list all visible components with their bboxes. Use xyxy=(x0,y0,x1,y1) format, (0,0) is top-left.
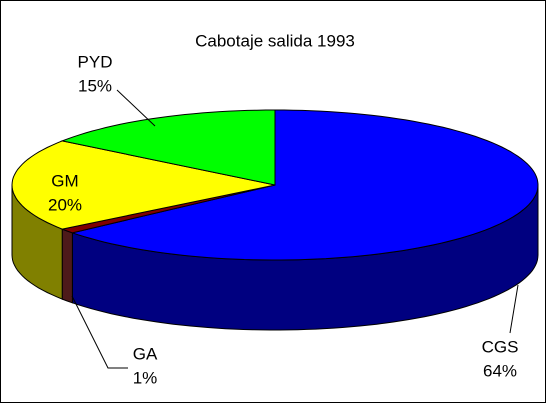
pie xyxy=(11,109,539,331)
value-label: 20% xyxy=(48,195,82,214)
slice xyxy=(11,140,276,230)
leader-line xyxy=(509,284,519,334)
leader-line xyxy=(71,295,128,369)
value-label: 64% xyxy=(483,361,517,380)
slice xyxy=(70,109,539,261)
category-label: GM xyxy=(51,171,78,190)
value-label: 1% xyxy=(133,368,158,387)
category-label: CGS xyxy=(482,337,519,356)
leader-line xyxy=(116,89,156,127)
chart-title: Cabotaje salida 1993 xyxy=(195,31,355,50)
category-label: PYD xyxy=(78,52,113,71)
slice xyxy=(60,109,276,186)
labels: CGS 64% GA 1% GM 20% PYD 15% xyxy=(48,52,519,387)
value-label: 15% xyxy=(78,76,112,95)
slice-side xyxy=(61,228,73,304)
category-label: GA xyxy=(133,344,158,363)
